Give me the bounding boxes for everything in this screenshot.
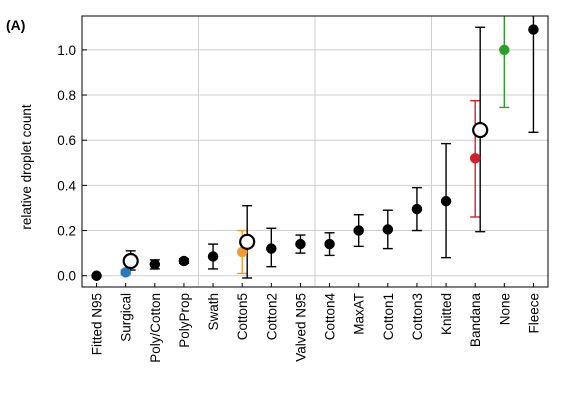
y-tick-label: 0.2 [57,224,76,239]
point-fleece [528,24,539,35]
point-cotton2 [266,243,277,254]
y-tick-label: 0.8 [57,88,76,103]
x-tick-label: Swath [206,293,221,331]
x-tick-label: Knitted [439,293,454,335]
y-tick-label: 0.0 [57,269,76,284]
open-point-surgical [122,252,139,270]
x-tick-label: Cotton2 [264,293,279,340]
x-tick-label: PolyProp [177,293,192,348]
point-fitted-n95 [91,270,102,281]
x-tick-label: Cotton1 [381,293,396,340]
y-tick-label: 0.6 [57,133,76,148]
point-cotton1 [382,224,394,235]
x-tick-label: Fitted N95 [90,293,105,355]
y-tick-label: 1.0 [57,43,76,58]
x-tick-label: Poly/Cotton [148,293,163,363]
point-cotton3 [411,203,423,215]
open-point-cotton5 [239,233,256,250]
x-tick-label: Cotton5 [235,293,250,340]
point-maxat [353,225,364,236]
x-axis-ticks: Fitted N95 Surgical Poly/Cotton PolyProp Swa… [90,283,541,363]
point-bandana [469,153,481,164]
panel-label: (A) [6,17,25,33]
point-swath [207,251,219,262]
plot-frame [81,15,549,288]
x-tick-label: Cotton4 [323,293,338,341]
x-tick-label: Bandana [468,293,483,348]
point-knitted [440,195,452,207]
x-tick-label: Fleece [526,293,541,334]
x-tick-label: Valved N95 [293,293,308,362]
point-none [499,44,510,56]
error-bars [120,16,539,279]
point-polyprop [178,255,190,267]
y-tick-label: 0.4 [57,178,76,193]
x-tick-label: Cotton3 [410,293,425,340]
y-axis-label: relative droplet count [19,104,34,230]
x-tick-label: None [497,293,512,325]
data-points [91,24,539,281]
point-poly-cotton [149,259,161,270]
y-axis-ticks: 0.0 0.2 0.4 0.6 0.8 1.0 [57,43,87,284]
open-point-bandana [472,121,489,139]
grid-lines [82,16,548,287]
point-valved-n95 [295,238,306,250]
x-tick-label: MaxAT [352,293,367,335]
point-cotton4 [324,238,335,250]
x-tick-label: Surgical [119,293,134,342]
